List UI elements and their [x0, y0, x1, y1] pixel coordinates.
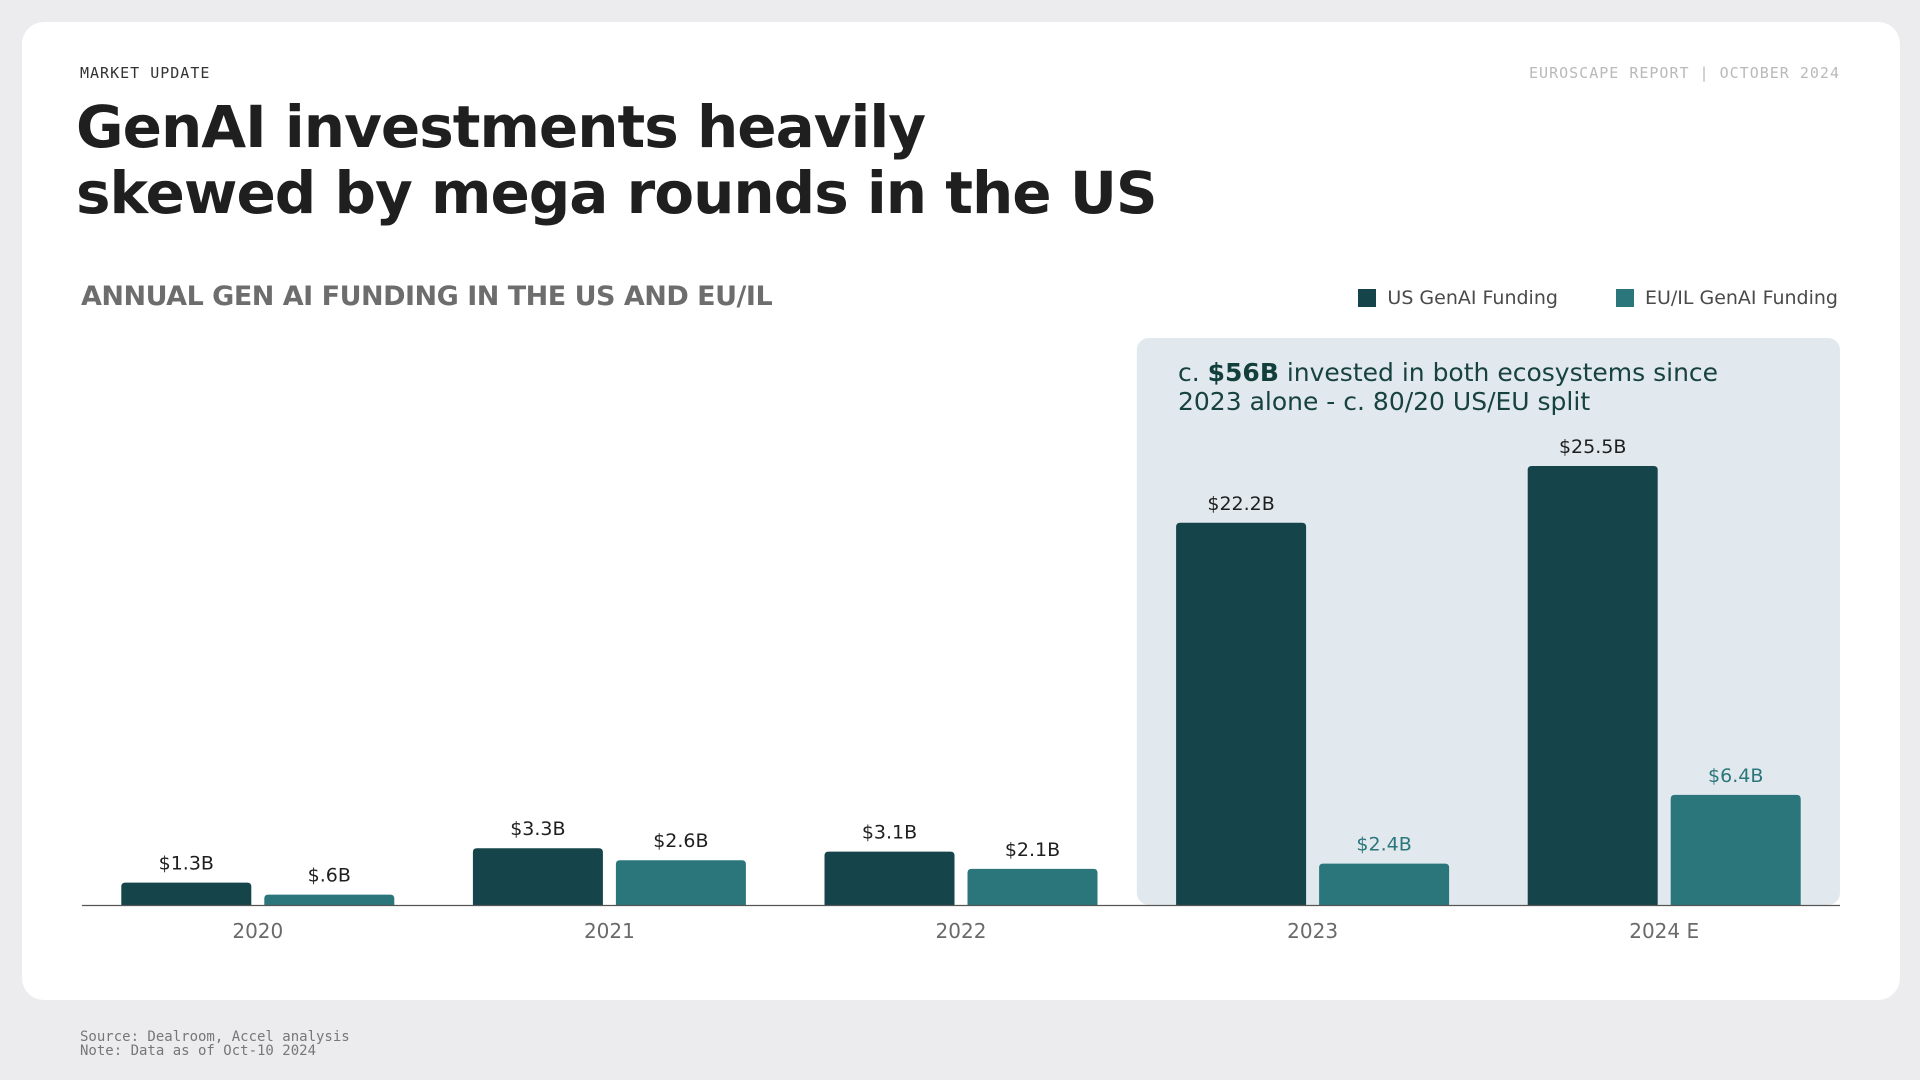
- legend-item-us: US GenAI Funding: [1358, 287, 1558, 309]
- page-title: GenAI investments heavily skewed by mega…: [76, 93, 1158, 227]
- value-label-eu-2024-e: $6.4B: [1708, 765, 1763, 787]
- callout-prefix: c.: [1178, 358, 1208, 387]
- value-label-us-2021: $3.3B: [510, 818, 565, 840]
- x-tick-label-2021: 2021: [584, 919, 635, 943]
- highlight-panel: [1136, 338, 1840, 905]
- callout-suffix: invested in both ecosystems since 2023 a…: [1178, 358, 1719, 416]
- bar-us-2020: [121, 882, 252, 905]
- value-label-eu-2022: $2.1B: [1005, 839, 1060, 861]
- value-label-us-2022: $3.1B: [862, 822, 917, 844]
- bar-eu-2023: [1319, 863, 1450, 905]
- bar-eu-2024-e: [1670, 794, 1801, 905]
- value-label-eu-2023: $2.4B: [1356, 834, 1411, 856]
- legend-item-eu: EU/IL GenAI Funding: [1615, 287, 1838, 309]
- legend-swatch-eu: [1615, 289, 1634, 307]
- legend-label-eu: EU/IL GenAI Funding: [1644, 287, 1838, 309]
- source-note: Source: Dealroom, Accel analysis Note: D…: [80, 1030, 350, 1058]
- value-label-us-2020: $1.3B: [159, 853, 214, 875]
- x-tick-label-2024-e: 2024 E: [1629, 919, 1699, 943]
- x-tick-label-2022: 2022: [936, 919, 987, 943]
- bar-us-2022: [824, 851, 955, 905]
- source-line: Source: Dealroom, Accel analysis: [80, 1029, 350, 1045]
- bar-eu-2021: [615, 860, 746, 905]
- bar-us-2021: [472, 848, 603, 905]
- report-label: EUROSCAPE REPORT | OCTOBER 2024: [1529, 64, 1840, 82]
- chart-title: ANNUAL GEN AI FUNDING IN THE US AND EU/I…: [81, 281, 773, 312]
- note-line: Note: Data as of Oct-10 2024: [80, 1043, 317, 1059]
- legend-label-us: US GenAI Funding: [1387, 287, 1558, 309]
- value-label-eu-2021: $2.6B: [653, 830, 708, 852]
- chart-legend: US GenAI Funding EU/IL GenAI Funding: [1358, 287, 1838, 309]
- x-tick-label-2023: 2023: [1287, 919, 1338, 943]
- bar-eu-2020: [264, 894, 395, 905]
- bar-us-2024-e: [1527, 466, 1658, 905]
- value-label-eu-2020: $.6B: [308, 865, 351, 887]
- callout-text: c. $56B invested in both ecosystems sinc…: [1178, 358, 1738, 416]
- bar-us-2023: [1176, 522, 1307, 905]
- value-label-us-2024-e: $25.5B: [1559, 436, 1626, 458]
- value-label-us-2023: $22.2B: [1207, 493, 1274, 515]
- kicker-label: MARKET UPDATE: [80, 64, 211, 82]
- legend-swatch-us: [1358, 289, 1377, 307]
- bar-eu-2022: [967, 868, 1098, 905]
- callout-highlight: $56B: [1207, 358, 1279, 387]
- x-tick-label-2020: 2020: [232, 919, 283, 943]
